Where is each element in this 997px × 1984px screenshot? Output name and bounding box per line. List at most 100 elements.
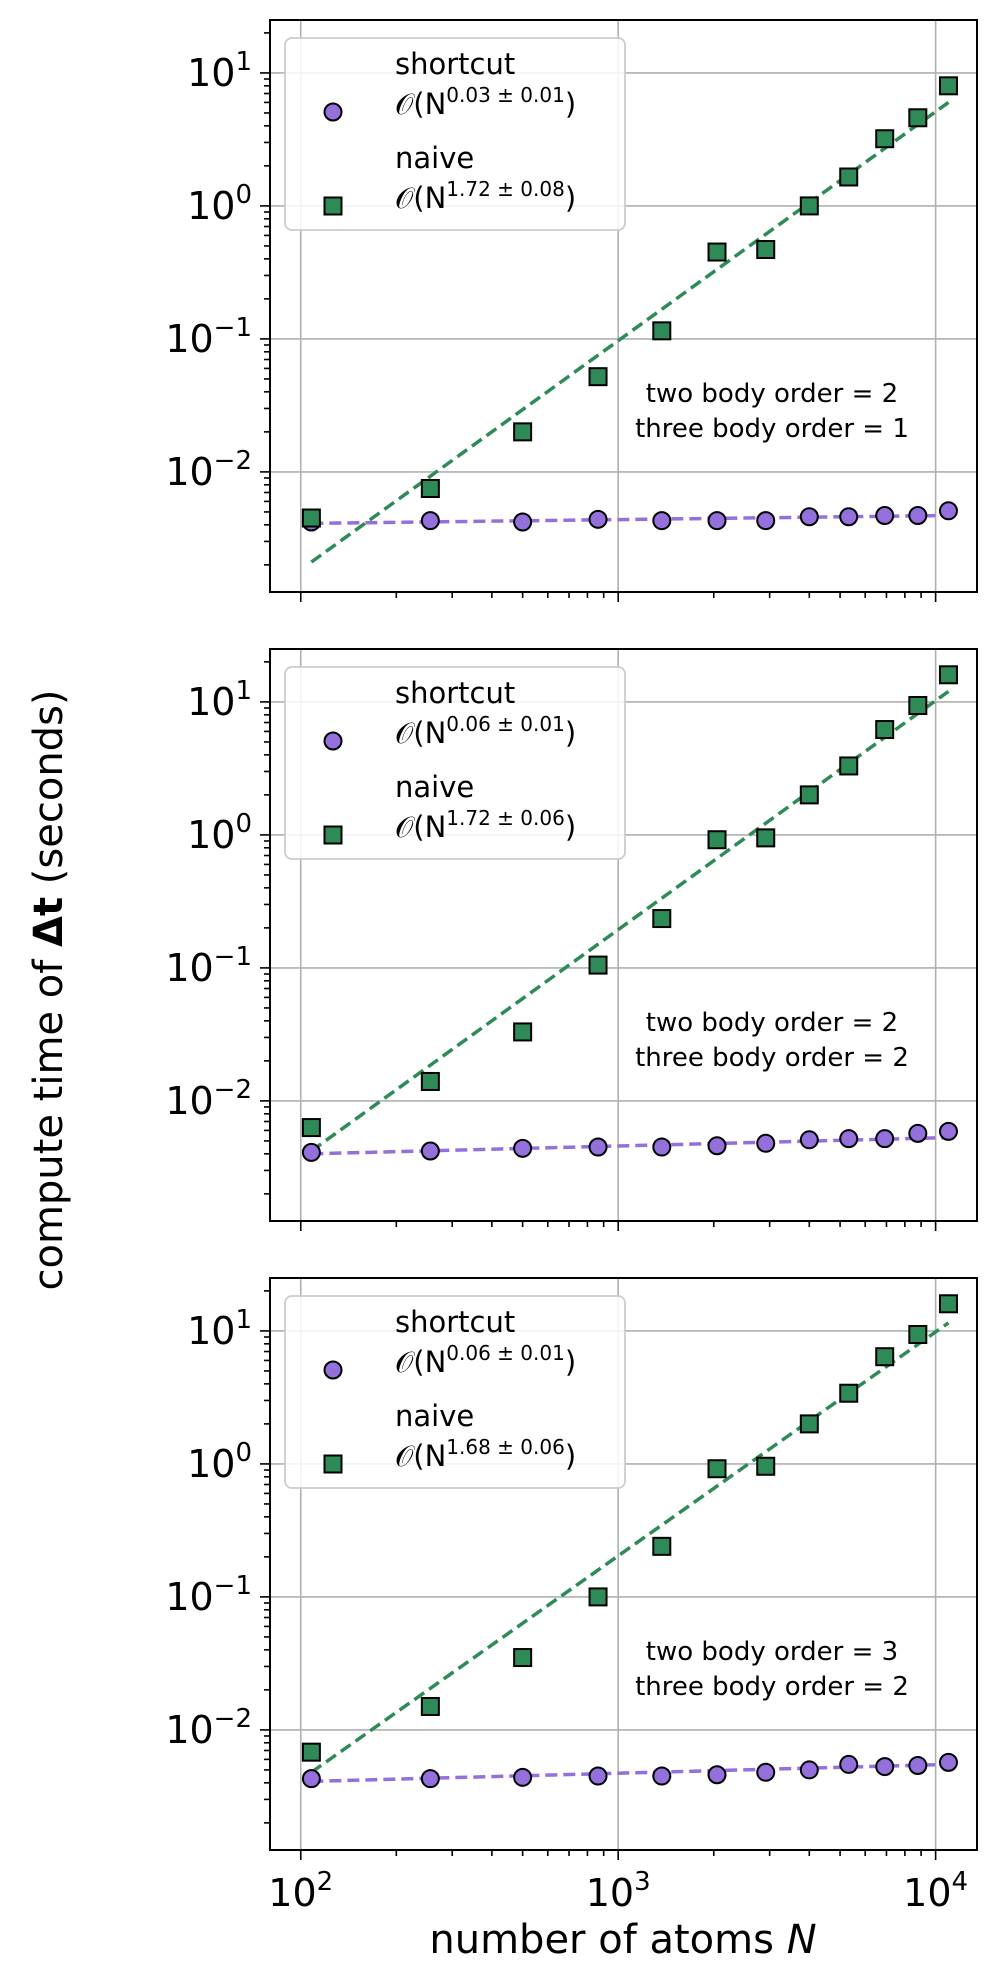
- y-tick-label-exp: 1: [235, 676, 252, 706]
- naive-point: [652, 321, 672, 341]
- naive-point: [799, 196, 819, 216]
- legend-naive-label: naive: [395, 770, 474, 804]
- naive-point: [875, 129, 895, 149]
- shortcut-point: [756, 1762, 776, 1782]
- shortcut-point: [301, 1142, 321, 1162]
- shortcut-point: [588, 1766, 608, 1786]
- y-tick-label-base: 10: [187, 184, 235, 228]
- legend-naive-complexity: 𝒪(N1.68 ± 0.06): [395, 1435, 576, 1473]
- legend-box: [284, 666, 626, 860]
- legend-shortcut-complexity: 𝒪(N0.06 ± 0.01): [395, 1341, 576, 1379]
- naive-point: [513, 1022, 533, 1042]
- shortcut-point: [875, 1757, 895, 1777]
- y-tick-label: 101: [187, 676, 252, 724]
- shortcut-point: [908, 1755, 928, 1775]
- shortcut-point: [756, 1133, 776, 1153]
- legend-shortcut-label: shortcut: [395, 1305, 515, 1339]
- y-tick-label: 10−1: [165, 942, 252, 990]
- naive-point: [908, 695, 928, 715]
- x-tick-label: 103: [586, 1867, 651, 1915]
- y-tick-label-base: 10: [187, 680, 235, 724]
- y-tick-label: 101: [187, 1305, 252, 1353]
- x-tick-label-exp: 3: [634, 1867, 651, 1897]
- panel-annotation: two body order = 3 three body order = 2: [635, 1637, 909, 1702]
- y-tick-label-base: 10: [187, 1309, 235, 1353]
- shortcut-point: [420, 1141, 440, 1161]
- legend-box: [284, 37, 626, 231]
- shortcut-point: [839, 1754, 859, 1774]
- y-axis-title: compute time of Δt (seconds): [26, 689, 72, 1290]
- y-tick-label-base: 10: [165, 450, 213, 494]
- shortcut-point: [513, 1138, 533, 1158]
- x-tick-label-base: 10: [268, 1871, 316, 1915]
- y-tick-label-exp: −2: [214, 1075, 252, 1105]
- naive-point: [652, 1536, 672, 1556]
- naive-point: [756, 1456, 776, 1476]
- naive-point: [588, 1587, 608, 1607]
- plot-frame: [269, 19, 978, 593]
- naive-point: [301, 1118, 321, 1138]
- legend-shortcut-label: shortcut: [395, 47, 515, 81]
- shortcut-point: [588, 509, 608, 529]
- naive-point: [839, 167, 859, 187]
- naive-point: [875, 1347, 895, 1367]
- shortcut-point: [938, 501, 958, 521]
- naive-point: [799, 1414, 819, 1434]
- shortcut-point: [707, 511, 727, 531]
- naive-point: [799, 785, 819, 805]
- panel-annotation: two body order = 2 three body order = 1: [635, 379, 909, 444]
- y-tick-label-base: 10: [165, 946, 213, 990]
- shortcut-point: [652, 511, 672, 531]
- naive-point: [707, 242, 727, 262]
- x-tick-label-base: 10: [586, 1871, 634, 1915]
- shortcut-point: [938, 1121, 958, 1141]
- y-tick-label-base: 10: [187, 51, 235, 95]
- shortcut-point: [799, 1760, 819, 1780]
- naive-point: [301, 508, 321, 528]
- legend-shortcut-marker: [323, 102, 343, 122]
- x-tick-label-base: 10: [903, 1871, 951, 1915]
- y-tick-label: 10−2: [165, 1704, 252, 1752]
- shortcut-point: [301, 1769, 321, 1789]
- shortcut-point: [875, 506, 895, 526]
- naive-point: [875, 720, 895, 740]
- y-tick-label-exp: 0: [235, 1438, 252, 1468]
- shortcut-point: [839, 507, 859, 527]
- naive-point: [908, 108, 928, 128]
- y-tick-label-exp: −1: [214, 313, 252, 343]
- y-tick-label-base: 10: [165, 317, 213, 361]
- y-tick-label: 10−2: [165, 446, 252, 494]
- legend-naive-label: naive: [395, 1399, 474, 1433]
- y-tick-label-exp: 0: [235, 180, 252, 210]
- y-tick-label-exp: −2: [214, 1704, 252, 1734]
- naive-point: [756, 828, 776, 848]
- y-tick-label-exp: 1: [235, 1305, 252, 1335]
- naive-point: [588, 367, 608, 387]
- y-tick-label-base: 10: [165, 1708, 213, 1752]
- legend-naive-complexity: 𝒪(N1.72 ± 0.06): [395, 806, 576, 844]
- x-axis-title: number of atoms N: [429, 1917, 816, 1963]
- legend-shortcut-complexity: 𝒪(N0.06 ± 0.01): [395, 712, 576, 750]
- y-tick-label: 10−1: [165, 1571, 252, 1619]
- legend-shortcut-complexity: 𝒪(N0.03 ± 0.01): [395, 83, 576, 121]
- y-tick-label-base: 10: [187, 813, 235, 857]
- y-tick-label: 100: [187, 180, 252, 228]
- y-tick-label-exp: −1: [214, 942, 252, 972]
- naive-point: [707, 830, 727, 850]
- shortcut-point: [420, 1769, 440, 1789]
- y-tick-label-exp: −1: [214, 1571, 252, 1601]
- shortcut-point: [875, 1129, 895, 1149]
- y-tick-label: 101: [187, 47, 252, 95]
- y-tick-label-exp: −2: [214, 446, 252, 476]
- y-tick-label-base: 10: [165, 1079, 213, 1123]
- y-tick-label: 10−2: [165, 1075, 252, 1123]
- shortcut-point: [799, 1130, 819, 1150]
- naive-point: [420, 1696, 440, 1716]
- shortcut-point: [652, 1766, 672, 1786]
